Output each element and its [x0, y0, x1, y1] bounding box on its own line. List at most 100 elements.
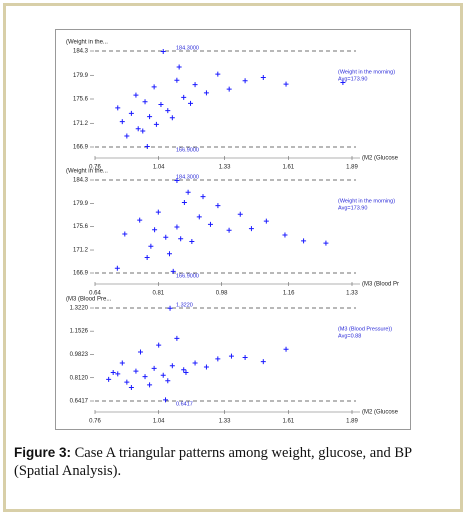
annotation: Avg=173.90: [338, 205, 367, 211]
point: [115, 371, 121, 377]
point: [115, 105, 121, 111]
point: [165, 108, 171, 114]
point: [119, 360, 125, 366]
point: [226, 86, 232, 92]
point: [169, 115, 175, 121]
x-tick-label: 1.04: [153, 419, 165, 425]
point: [237, 211, 243, 217]
annotation: (Weight in the morning): [338, 69, 395, 75]
y-tick-label: 1.1526: [70, 329, 89, 335]
point: [128, 110, 134, 116]
point: [147, 114, 153, 120]
y-tick-label: 171.2: [73, 121, 89, 127]
point: [226, 227, 232, 233]
annotation: 184.3000: [176, 45, 199, 51]
point: [181, 199, 187, 205]
point: [124, 133, 130, 139]
point: [152, 227, 158, 233]
annotation: Avg=173.90: [338, 76, 367, 82]
point: [135, 126, 141, 132]
point: [215, 356, 221, 362]
y-tick-label: 0.6417: [70, 399, 89, 405]
point: [151, 365, 157, 371]
point: [160, 372, 166, 378]
point: [144, 255, 150, 260]
x-axis-label: (M2 (Glucose: [362, 156, 399, 162]
point: [263, 218, 269, 224]
x-tick-label: 0.76: [89, 419, 101, 425]
point: [283, 81, 289, 87]
y-axis-label: (M3 (Blood Pre...: [66, 297, 112, 303]
point: [170, 268, 176, 274]
point: [174, 335, 180, 341]
point: [181, 94, 187, 100]
point: [283, 346, 289, 352]
y-axis-label: (Weight in the...: [66, 169, 108, 175]
point: [323, 240, 329, 246]
annotation: 1.3220: [176, 302, 193, 308]
point: [144, 143, 150, 149]
point: [196, 214, 202, 220]
point: [153, 121, 159, 127]
point: [183, 370, 189, 376]
point: [181, 367, 187, 373]
x-axis-label: (M2 (Glucose: [362, 410, 399, 416]
y-tick-label: 0.9823: [70, 352, 89, 358]
annotation: 166.9000: [176, 273, 199, 279]
y-tick-label: 1.3220: [70, 306, 89, 312]
point: [178, 236, 184, 242]
point: [124, 379, 130, 385]
point: [248, 226, 254, 232]
caption: Figure 3: Case A triangular patterns amo…: [14, 444, 454, 480]
point: [189, 238, 195, 244]
x-tick-label: 1.61: [282, 419, 294, 425]
point: [301, 238, 307, 244]
point: [203, 364, 209, 370]
point: [114, 265, 120, 271]
y-tick-label: 184.3: [73, 49, 89, 55]
point: [163, 397, 169, 403]
point: [176, 64, 182, 70]
point: [137, 217, 143, 223]
x-tick-label: 0.64: [89, 291, 101, 297]
point: [192, 360, 198, 366]
point: [228, 353, 234, 359]
x-tick-label: 1.89: [346, 165, 358, 171]
y-tick-label: 0.8120: [70, 375, 89, 381]
y-tick-label: 175.6: [73, 224, 89, 230]
y-tick-label: 179.9: [73, 73, 89, 79]
point: [140, 128, 146, 134]
point: [156, 342, 162, 348]
point: [260, 359, 266, 365]
y-tick-label: 175.6: [73, 97, 89, 103]
caption-text: Case A triangular patterns among weight,…: [14, 445, 412, 479]
point: [122, 231, 128, 237]
annotation: (M3 (Blood Pressure)): [338, 326, 392, 332]
point: [282, 232, 288, 238]
point: [147, 382, 153, 388]
x-tick-label: 1.33: [346, 291, 358, 297]
point: [142, 99, 148, 105]
x-tick-label: 1.61: [282, 165, 294, 171]
point: [174, 178, 180, 184]
point: [169, 363, 175, 369]
x-tick-label: 1.04: [153, 165, 165, 171]
point: [119, 119, 125, 125]
point: [163, 234, 169, 240]
point: [242, 354, 248, 360]
y-tick-label: 184.3: [73, 178, 89, 184]
y-tick-label: 166.9: [73, 145, 89, 151]
point: [260, 74, 266, 80]
point: [133, 368, 139, 374]
y-tick-label: 179.9: [73, 201, 89, 207]
annotation: (Weight in the morning): [338, 198, 395, 204]
annotation: 184.3000: [176, 174, 199, 180]
y-tick-label: 171.2: [73, 248, 89, 254]
point: [174, 77, 180, 83]
figure-border: [55, 29, 411, 430]
y-axis-label: (Weight in the...: [66, 40, 108, 46]
point: [106, 376, 112, 382]
point: [215, 71, 221, 77]
